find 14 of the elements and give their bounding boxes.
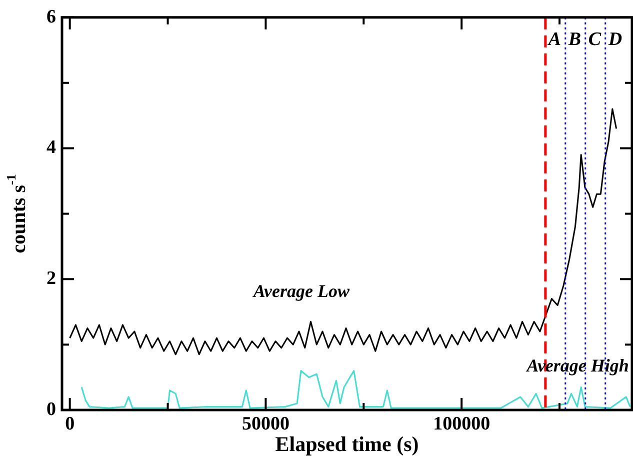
- ref-line-label: D: [607, 28, 622, 50]
- x-tick-label: 100000: [433, 413, 490, 434]
- y-tick-label: 0: [46, 398, 56, 420]
- y-tick-label: 6: [46, 6, 56, 28]
- x-tick-label: 50000: [242, 413, 290, 434]
- annotation: Average Low: [252, 280, 350, 301]
- x-tick-label: 0: [65, 413, 75, 434]
- y-axis-title: counts s-1: [3, 174, 30, 254]
- ref-line-label: B: [567, 28, 582, 50]
- ref-line-label: C: [588, 28, 602, 50]
- y-tick-label: 2: [46, 268, 56, 290]
- x-axis-title: Elapsed time (s): [275, 432, 419, 456]
- y-tick-label: 4: [46, 137, 56, 158]
- ref-line-label: A: [547, 28, 562, 50]
